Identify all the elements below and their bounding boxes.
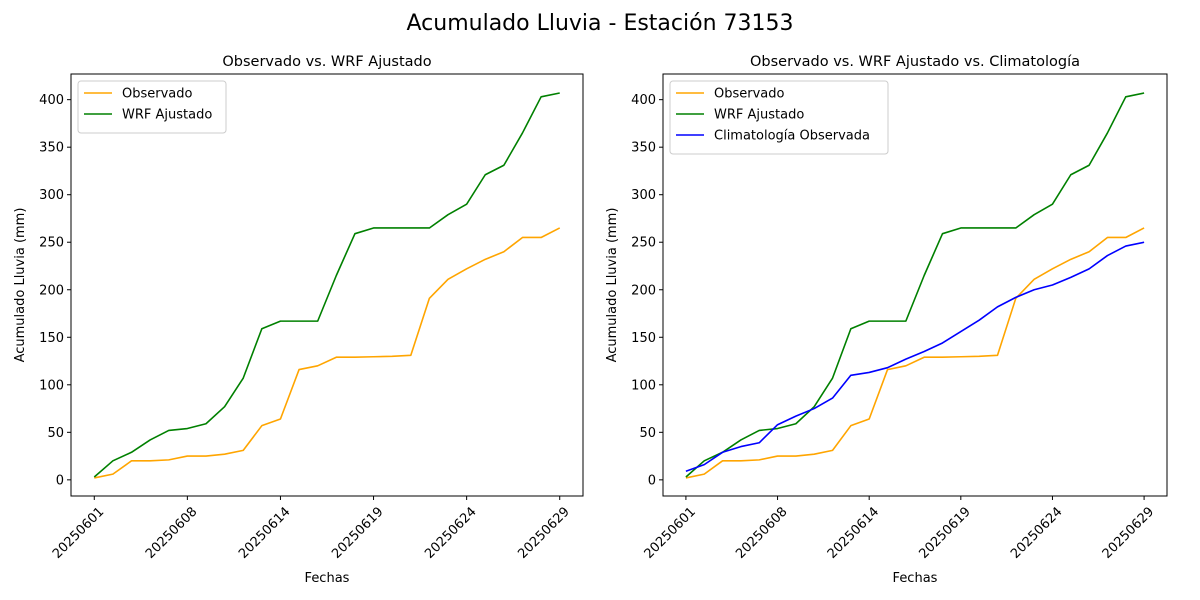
legend-label: WRF Ajustado xyxy=(714,108,804,123)
y-tick-label: 150 xyxy=(631,331,656,346)
legend-label: WRF Ajustado xyxy=(122,108,212,123)
legend-label: Climatología Observada xyxy=(714,129,870,144)
y-axis-label: Acumulado Lluvia (mm) xyxy=(13,208,28,363)
y-tick-label: 300 xyxy=(631,188,656,203)
y-tick-label: 100 xyxy=(39,378,64,393)
y-tick-label: 150 xyxy=(39,331,64,346)
series-line-observado xyxy=(94,227,561,479)
y-tick-label: 300 xyxy=(39,188,64,203)
y-tick-label: 0 xyxy=(648,473,656,488)
y-tick-label: 50 xyxy=(639,426,656,441)
legend-box xyxy=(77,80,227,134)
y-tick-label: 400 xyxy=(631,93,656,108)
y-tick-label: 100 xyxy=(631,378,656,393)
y-tick-label: 200 xyxy=(631,283,656,298)
axes-frame xyxy=(70,73,584,497)
series-line-climatolog-a-observada xyxy=(685,241,1145,473)
chart-title: Observado vs. WRF Ajustado xyxy=(222,54,431,70)
series-line-wrf-ajustado xyxy=(93,92,560,478)
legend-box xyxy=(669,80,889,155)
y-tick-label: 400 xyxy=(39,93,64,108)
figure-suptitle: Acumulado Lluvia - Estación 73153 xyxy=(407,11,794,36)
legend-label: Observado xyxy=(714,87,785,102)
series-line-observado xyxy=(685,227,1145,479)
y-tick-label: 350 xyxy=(631,141,656,156)
y-tick-label: 200 xyxy=(39,283,64,298)
x-axis-label: Fechas xyxy=(893,571,938,586)
legend: Observado WRF Ajustado Climatología Observ… xyxy=(669,80,889,155)
y-tick-label: 250 xyxy=(39,236,64,251)
series-line-wrf-ajustado xyxy=(685,92,1145,478)
y-tick-label: 250 xyxy=(631,236,656,251)
legend: Observado WRF Ajustado xyxy=(77,80,227,134)
chart-2: Observado vs. WRF Ajustado vs. Climatolo… xyxy=(605,54,1168,586)
axes-frame xyxy=(662,73,1168,497)
y-tick-label: 0 xyxy=(56,473,64,488)
legend-label: Observado xyxy=(122,87,193,102)
x-axis-label: Fechas xyxy=(305,571,350,586)
y-tick-label: 350 xyxy=(39,141,64,156)
y-axis-label: Acumulado Lluvia (mm) xyxy=(605,208,620,363)
y-tick-label: 50 xyxy=(47,426,64,441)
chart-title: Observado vs. WRF Ajustado vs. Climatolo… xyxy=(750,54,1080,70)
